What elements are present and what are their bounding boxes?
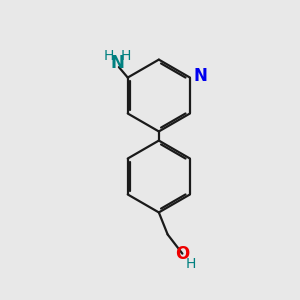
Text: H: H	[121, 49, 131, 63]
Text: O: O	[175, 244, 190, 262]
Text: N: N	[110, 54, 124, 72]
Text: H: H	[186, 257, 196, 271]
Text: N: N	[194, 67, 208, 85]
Text: H: H	[104, 49, 114, 63]
